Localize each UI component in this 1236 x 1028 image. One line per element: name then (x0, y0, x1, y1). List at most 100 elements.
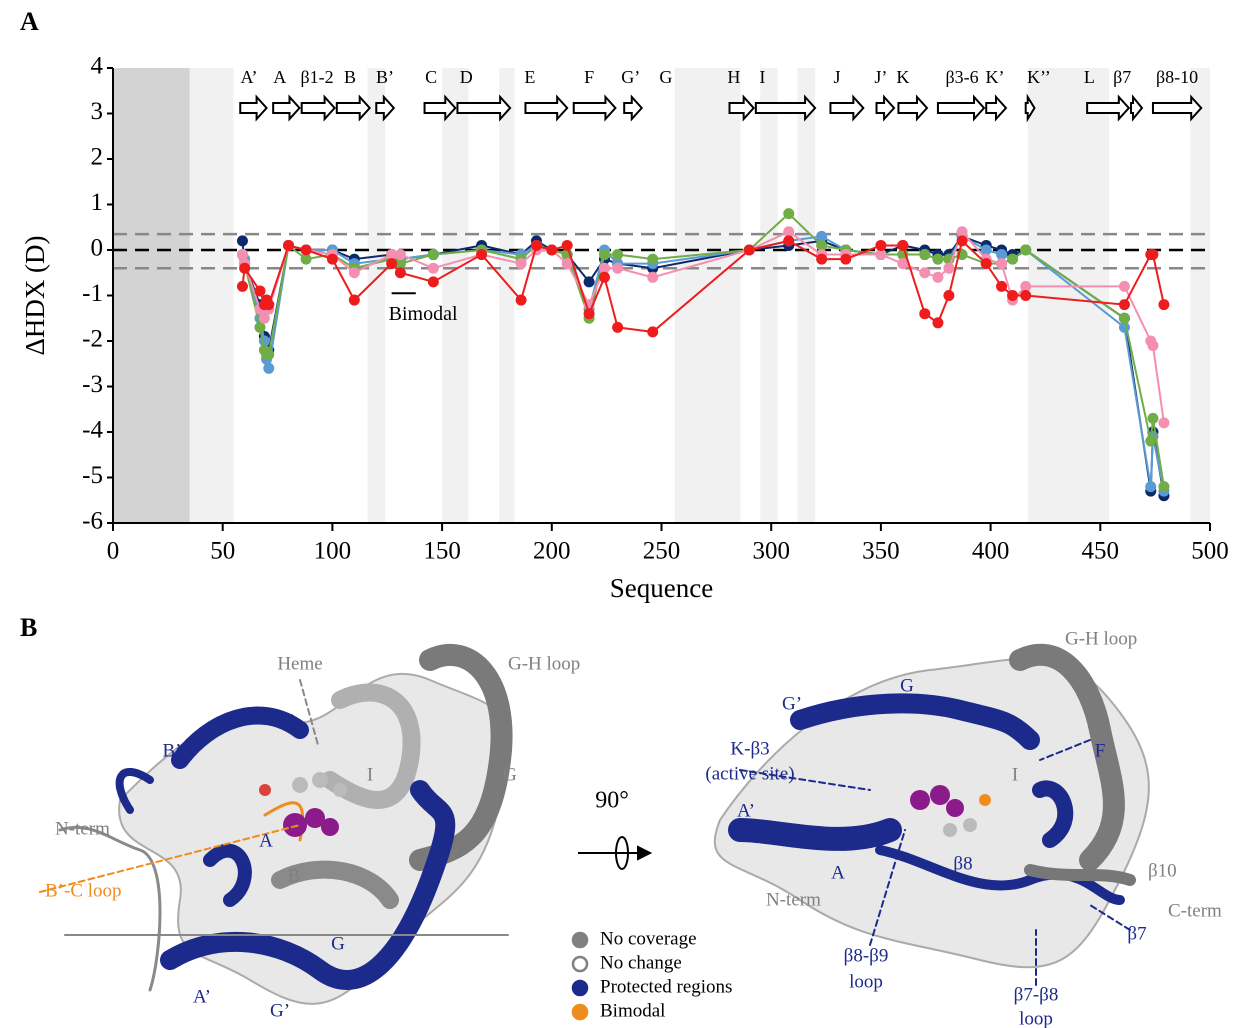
legend-label: No coverage (600, 928, 697, 949)
ss-label: K’’ (1027, 67, 1051, 87)
shaded-region (674, 68, 741, 523)
structure-label: loop (849, 971, 883, 992)
y-tick-label: 1 (91, 189, 104, 216)
shaded-region (113, 68, 190, 523)
data-point (598, 249, 610, 261)
data-point (956, 226, 968, 238)
y-tick-label: 4 (91, 53, 104, 80)
data-point (300, 253, 312, 265)
y-tick-label: -1 (82, 280, 103, 307)
data-point (427, 262, 439, 274)
ss-arrow (335, 94, 372, 122)
x-tick-label: 250 (643, 538, 681, 565)
data-point (598, 262, 610, 274)
data-point (897, 239, 909, 251)
structure-left (39, 644, 513, 1005)
structure-label: B’-C loop (45, 880, 122, 901)
structure-label: C (282, 710, 295, 731)
shaded-region (499, 68, 515, 523)
data-point (647, 271, 659, 283)
data-point (263, 299, 275, 311)
ss-arrow (300, 94, 336, 122)
ss-arrow (375, 94, 396, 122)
ss-label: L (1084, 67, 1095, 87)
data-point (348, 294, 360, 306)
data-point (932, 271, 944, 283)
x-tick-label: 450 (1082, 538, 1120, 565)
structure-label: I (367, 764, 373, 785)
ss-label: G’ (621, 67, 640, 87)
data-point (875, 239, 887, 251)
data-point (476, 249, 488, 261)
legend-label: Bimodal (600, 1000, 665, 1021)
x-tick-label: 350 (862, 538, 900, 565)
structure-label: A’ (193, 986, 211, 1007)
data-point (239, 262, 251, 274)
data-point (932, 317, 944, 329)
data-point (546, 244, 558, 256)
structure-label: β8 (953, 853, 972, 874)
structure-label: G’ (782, 693, 802, 714)
data-point (783, 226, 795, 238)
ss-arrow (1024, 93, 1036, 123)
data-point (1020, 290, 1032, 301)
structure-label: G (900, 675, 914, 696)
ss-arrow (572, 94, 617, 122)
data-point (980, 244, 992, 256)
data-point (1020, 244, 1032, 256)
data-point (300, 244, 312, 256)
data-point (530, 239, 542, 251)
structure-label: β7-β8 (1014, 984, 1059, 1005)
x-tick-label: 0 (107, 538, 120, 565)
structure-right (713, 643, 1150, 986)
x-tick-label: 300 (752, 538, 790, 565)
x-tick-label: 500 (1191, 538, 1229, 565)
data-point (1158, 417, 1170, 429)
ss-arrow (936, 94, 986, 122)
legend-marker (571, 979, 589, 997)
y-tick-label: -3 (82, 371, 103, 398)
panel-label: B (20, 613, 37, 642)
data-point (996, 280, 1008, 292)
y-tick-label: -6 (82, 508, 103, 535)
ss-arrow (1086, 94, 1131, 122)
structure-label: A (831, 862, 845, 883)
data-point (394, 258, 406, 270)
y-tick-label: 3 (91, 98, 104, 125)
legend-label: Protected regions (600, 976, 732, 997)
ss-label: K’ (985, 67, 1004, 87)
data-point (647, 253, 659, 265)
x-tick-label: 150 (423, 538, 461, 565)
data-point (1147, 340, 1159, 352)
ss-label: β7 (1113, 67, 1131, 87)
data-point (427, 249, 439, 261)
x-tick-label: 200 (533, 538, 571, 565)
x-tick-label: 400 (972, 538, 1010, 565)
data-point (919, 308, 931, 320)
data-point (1145, 481, 1157, 493)
panel-label: A (20, 7, 39, 36)
ss-label: C (425, 67, 437, 87)
structure-label: A (259, 830, 273, 851)
data-point (598, 271, 610, 283)
data-point (1118, 299, 1130, 311)
shaded-region (797, 68, 816, 523)
structure-label: F (1095, 740, 1106, 761)
data-point (1147, 249, 1159, 261)
ss-arrow (1130, 94, 1144, 122)
data-point (515, 294, 527, 306)
data-point (816, 230, 828, 242)
structure-label: A’ (737, 800, 755, 821)
ss-arrow (754, 94, 817, 122)
data-point (427, 276, 439, 288)
data-point (258, 312, 270, 324)
data-point (612, 262, 624, 274)
data-point (996, 258, 1008, 270)
data-point (583, 308, 595, 320)
shaded-region (367, 68, 386, 523)
structure-label: N-term (766, 889, 821, 910)
legend-marker (571, 1003, 589, 1021)
data-point (919, 267, 931, 279)
structure-label: G-H loop (1065, 628, 1137, 649)
ss-arrow (829, 94, 865, 122)
